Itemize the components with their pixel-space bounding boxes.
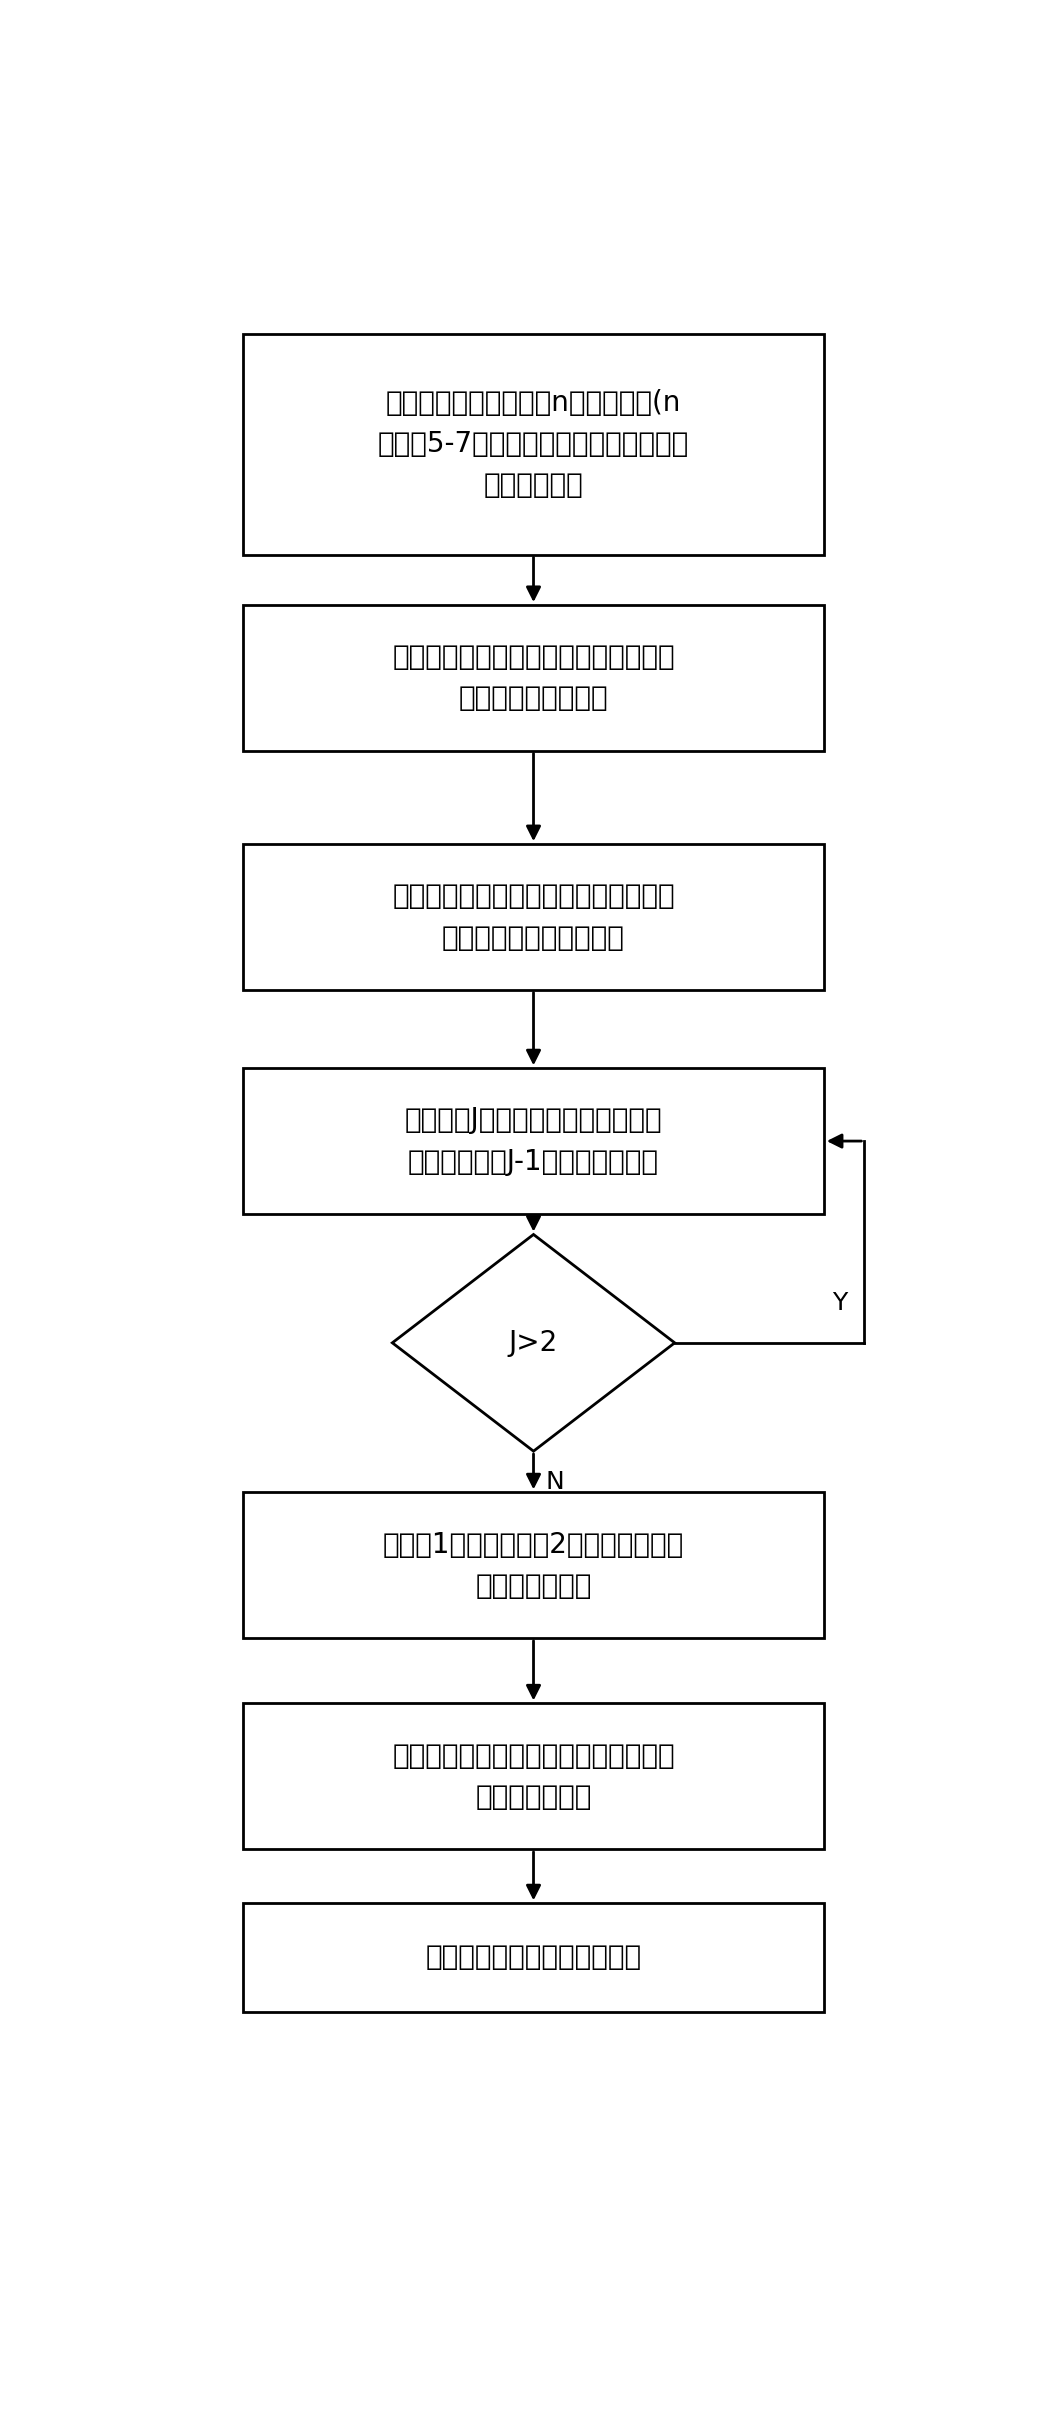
Text: J>2: J>2	[509, 1329, 558, 1356]
Text: 根据尺度J的模极大值点及其邻域范
围，更新尺度J-1上的模极大值点: 根据尺度J的模极大值点及其邻域范 围，更新尺度J-1上的模极大值点	[405, 1106, 662, 1177]
Bar	[244, 335, 823, 556]
Bar	[244, 1904, 823, 2011]
Bar	[244, 1703, 823, 1849]
Bar	[244, 1067, 823, 1213]
Text: 利用各个尺度上剩余的模极大值点进行
小波系数的重建: 利用各个尺度上剩余的模极大值点进行 小波系数的重建	[392, 1742, 675, 1810]
Text: 在最大尺度上设定阈值，更新最大尺度
上信号产生的模极大值点: 在最大尺度上设定阈值，更新最大尺度 上信号产生的模极大值点	[392, 883, 675, 951]
Text: N: N	[545, 1470, 564, 1494]
Text: 求出每一尺度上的小波系数模极大值点
及其相应的模极大值: 求出每一尺度上的小波系数模极大值点 及其相应的模极大值	[392, 643, 675, 713]
Bar	[244, 844, 823, 990]
Text: 在尺度1上保留与尺度2位置相对应的模
极大值点的位置: 在尺度1上保留与尺度2位置相对应的模 极大值点的位置	[383, 1531, 684, 1599]
Bar	[244, 1492, 823, 1638]
Text: Y: Y	[832, 1291, 847, 1315]
Polygon shape	[392, 1235, 675, 1451]
Bar	[244, 604, 823, 750]
Text: 利用重建的小波系数重构信号: 利用重建的小波系数重构信号	[426, 1943, 641, 1972]
Text: 对含噪磁共振信号进行n层小波分解(n
一般取5-7），提取各层细节系数和最后
一层近似系数: 对含噪磁共振信号进行n层小波分解(n 一般取5-7），提取各层细节系数和最后 一…	[378, 388, 689, 500]
